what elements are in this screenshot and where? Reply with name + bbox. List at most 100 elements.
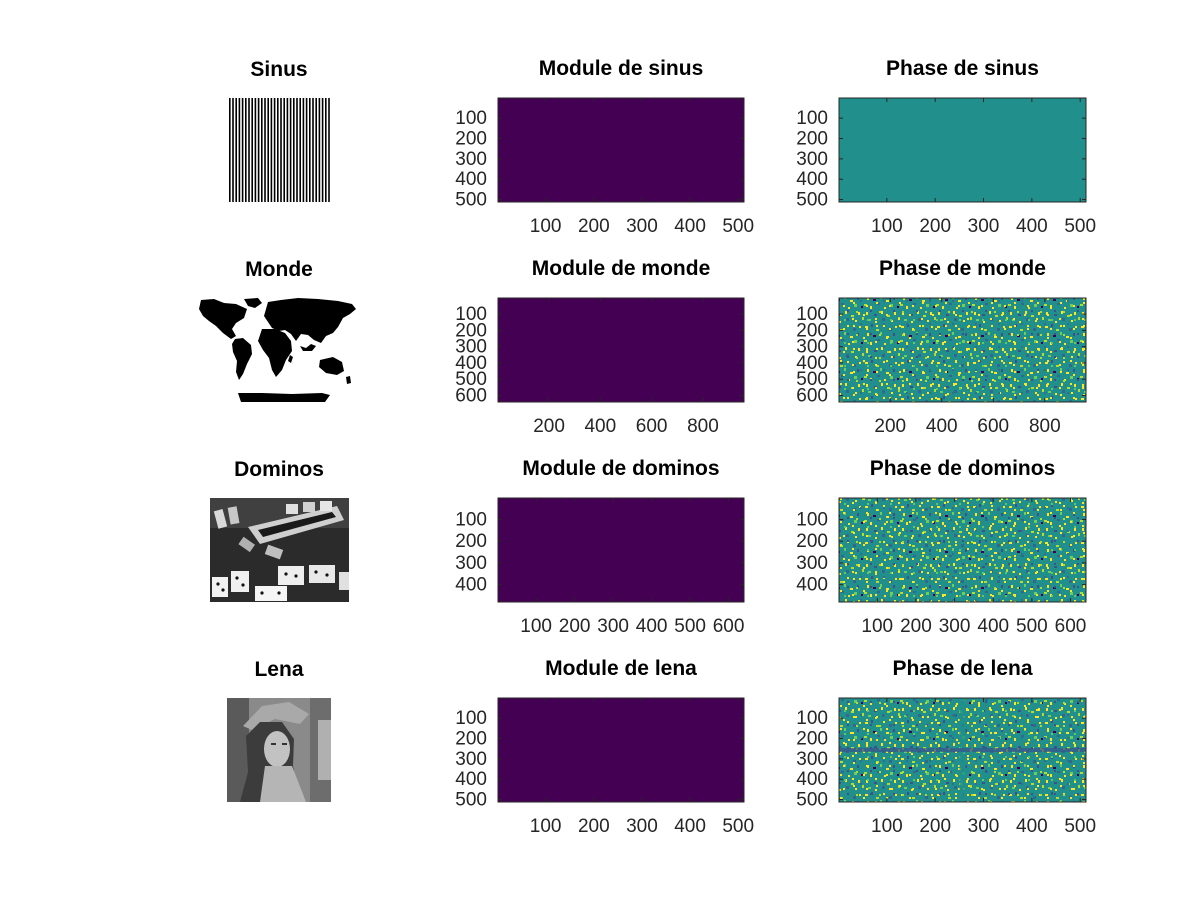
monde-title: Monde: [245, 258, 313, 281]
sinus-stripe: [235, 98, 237, 202]
module-de-monde-ytick-label: 300: [455, 337, 487, 358]
phase-de-monde-xtick-label: 200: [874, 416, 906, 437]
phase-de-sinus-title: Phase de sinus: [886, 57, 1039, 80]
sinus-stripe: [251, 98, 253, 202]
phase-de-lena-xtick-label: 200: [919, 816, 951, 837]
phase-de-lena-xtick-label: 400: [1016, 816, 1048, 837]
module-de-dominos-heatmap: [498, 498, 744, 602]
module-de-sinus-axes-frame: [497, 97, 745, 203]
phase-de-monde-ytick-label: 300: [796, 337, 828, 358]
module-de-dominos-ytick-label: 200: [455, 531, 487, 552]
module-de-lena-xtick-label: 400: [674, 816, 706, 837]
sinus-stripe: [238, 98, 241, 202]
module-de-monde-axes-frame: [497, 297, 745, 403]
phase-de-lena-ytick-label: 100: [796, 708, 828, 729]
module-de-monde-xtick-label: 600: [636, 416, 668, 437]
module-de-monde-ytick-label: 100: [455, 304, 487, 325]
sinus-image: [228, 98, 331, 202]
phase-de-sinus-ytick-label: 200: [796, 129, 828, 150]
sinus-stripe: [293, 98, 295, 202]
module-de-monde-ytick-label: 600: [455, 385, 487, 406]
module-de-sinus-ytick-label: 200: [455, 129, 487, 150]
sinus-stripe: [245, 98, 247, 202]
dominos-title: Dominos: [234, 458, 324, 481]
module-de-lena-title: Module de lena: [545, 657, 697, 680]
sinus-stripe: [302, 98, 305, 202]
phase-de-dominos-xtick-label: 600: [1055, 616, 1087, 637]
module-de-dominos-axes-frame: [497, 497, 745, 603]
phase-de-monde-noise-layer: [839, 298, 1086, 402]
sinus-stripe: [296, 98, 298, 202]
sinus-stripe: [289, 98, 292, 202]
module-de-lena-ytick-label: 200: [455, 729, 487, 750]
sinus-stripe: [229, 98, 231, 202]
sinus-stripe: [309, 98, 311, 202]
module-de-lena-ytick-label: 400: [455, 769, 487, 790]
phase-de-monde-title: Phase de monde: [879, 257, 1046, 280]
module-de-dominos-xtick-label: 100: [520, 616, 552, 637]
phase-de-lena-axes-frame: [838, 697, 1087, 803]
phase-de-lena-xtick-label: 100: [871, 816, 903, 837]
module-de-sinus-xtick-label: 100: [530, 216, 562, 237]
module-de-sinus-ytick-label: 500: [455, 190, 487, 211]
phase-de-lena-ytick-label: 400: [796, 769, 828, 790]
module-de-lena-heatmap: [498, 698, 744, 802]
sinus-stripe: [277, 98, 279, 202]
phase-de-dominos-ytick-label: 400: [796, 575, 828, 596]
phase-de-sinus-ytick-label: 400: [796, 169, 828, 190]
module-de-lena-xtick-label: 200: [578, 816, 610, 837]
module-de-dominos-ytick-label: 100: [455, 509, 487, 530]
phase-de-sinus-xtick-label: 300: [968, 216, 1000, 237]
phase-de-sinus-heatmap: [839, 98, 1086, 202]
sinus-stripe: [299, 98, 301, 202]
phase-de-sinus-xtick-label: 100: [871, 216, 903, 237]
sinus-stripe: [254, 98, 257, 202]
phase-de-lena-ytick-label: 500: [796, 790, 828, 811]
phase-de-monde-xtick-label: 800: [1029, 416, 1061, 437]
phase-de-sinus-xtick-label: 400: [1016, 216, 1048, 237]
phase-de-monde-ytick-label: 200: [796, 320, 828, 341]
module-de-dominos-ytick-label: 400: [455, 575, 487, 596]
phase-de-sinus-ytick-label: 100: [796, 108, 828, 129]
phase-de-monde-ytick-label: 400: [796, 353, 828, 374]
module-de-monde-ytick-label: 200: [455, 320, 487, 341]
module-de-monde-xtick-label: 400: [584, 416, 616, 437]
module-de-sinus-xtick-label: 400: [674, 216, 706, 237]
module-de-sinus-ytick-label: 400: [455, 169, 487, 190]
phase-de-monde-ytick-label: 100: [796, 304, 828, 325]
monde-image: [199, 298, 359, 402]
lena-image: [227, 698, 331, 802]
module-de-sinus-xtick-label: 200: [578, 216, 610, 237]
module-de-dominos-xtick-label: 300: [597, 616, 629, 637]
module-de-sinus-xtick-label: 500: [722, 216, 754, 237]
phase-de-lena-xtick-label: 500: [1064, 816, 1096, 837]
sinus-stripe: [286, 98, 289, 202]
sinus-stripe: [325, 98, 327, 202]
sinus-stripe: [241, 98, 244, 202]
phase-de-monde-ytick-label: 500: [796, 369, 828, 390]
phase-de-monde-xtick-label: 400: [926, 416, 958, 437]
sinus-stripe: [248, 98, 250, 202]
phase-de-dominos-axes-frame: [838, 497, 1087, 603]
sinus-stripe: [261, 98, 263, 202]
phase-de-dominos-title: Phase de dominos: [870, 457, 1056, 480]
phase-de-lena-xtick-label: 300: [968, 816, 1000, 837]
module-de-dominos-xtick-label: 200: [559, 616, 591, 637]
module-de-monde-title: Module de monde: [532, 257, 711, 280]
module-de-sinus-xtick-label: 300: [626, 216, 658, 237]
phase-de-sinus-xtick-label: 500: [1064, 216, 1096, 237]
phase-de-sinus-xtick-label: 200: [919, 216, 951, 237]
axes-layer: [497, 97, 1087, 803]
module-de-monde-ytick-label: 500: [455, 369, 487, 390]
phase-de-monde-ytick-label: 600: [796, 385, 828, 406]
phase-de-lena-title: Phase de lena: [892, 657, 1032, 680]
module-de-lena-ytick-label: 100: [455, 708, 487, 729]
module-de-lena-ytick-label: 300: [455, 749, 487, 770]
sinus-stripe: [264, 98, 266, 202]
phase-de-lena-cross-horizontal: [839, 748, 1086, 752]
sinus-stripe: [270, 98, 273, 202]
lena-title: Lena: [254, 658, 303, 681]
module-de-monde-xtick-label: 800: [687, 416, 719, 437]
